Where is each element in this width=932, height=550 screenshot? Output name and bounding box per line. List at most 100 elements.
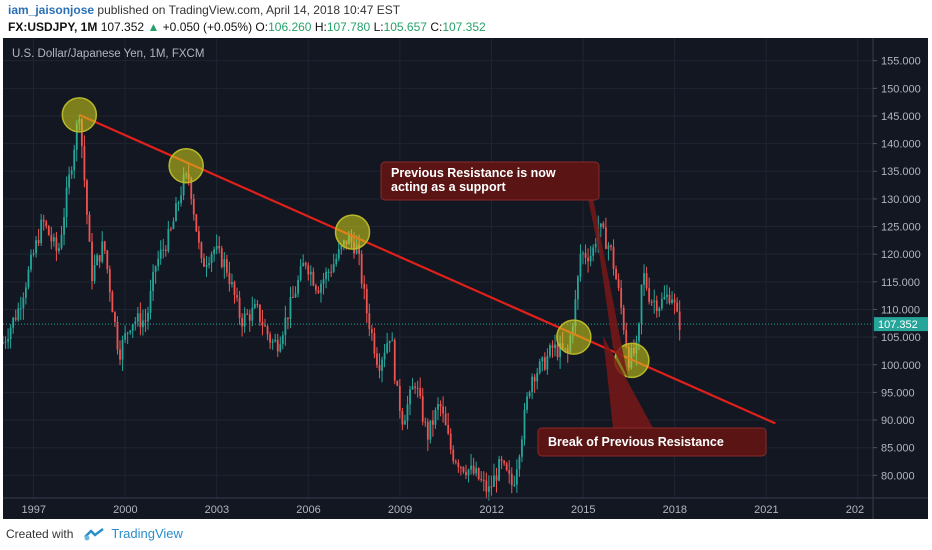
candle-body (655, 300, 658, 312)
candle-body (592, 247, 595, 256)
candle-body (470, 465, 472, 470)
candle-body (429, 420, 432, 440)
candle-body (210, 254, 213, 264)
y-tick-label: 95.000 (881, 387, 915, 399)
candle-body (256, 304, 259, 306)
candle-body (292, 297, 294, 299)
low-label: L: (373, 20, 384, 34)
published-text: published on TradingView.com, April 14, … (97, 3, 401, 17)
y-tick-label: 110.000 (881, 304, 920, 316)
candle-body (65, 187, 68, 218)
y-tick-label: 150.000 (881, 83, 921, 95)
candle-body (660, 298, 663, 309)
candle-body (335, 258, 338, 265)
candle-body (388, 340, 391, 344)
open-label: O: (255, 20, 269, 34)
candle-body (228, 272, 231, 285)
candle-body (337, 249, 340, 259)
candle-body (589, 255, 592, 262)
candle-body (404, 420, 406, 425)
candle-body (584, 253, 587, 258)
candle-body (119, 349, 121, 360)
last-price: 107.352 (100, 20, 145, 34)
candle-body (225, 259, 228, 273)
y-tick-label: 130.000 (881, 194, 921, 206)
candle-body (640, 284, 643, 324)
candle-body (289, 297, 292, 320)
candle-body (276, 339, 279, 352)
candle-body (322, 279, 325, 284)
chart-title: U.S. Dollar/Japanese Yen, 1M, FXCM (12, 48, 204, 60)
x-tick-label: 2018 (663, 504, 687, 516)
candle-body (416, 387, 419, 389)
candle-body (269, 334, 272, 343)
chart-area[interactable]: Previous Resistance is now acting as a s… (2, 38, 928, 519)
candle-body (543, 357, 546, 370)
candle-body (75, 123, 78, 150)
callout-2[interactable]: Break of Previous Resistance (537, 336, 767, 457)
candle-body (671, 299, 673, 304)
price-tag: 107.352 (874, 317, 928, 332)
candle-body (297, 279, 299, 294)
candle-body (383, 352, 386, 360)
candle-body (365, 288, 368, 314)
y-tick-label: 105.000 (881, 332, 921, 344)
candle-body (192, 198, 195, 215)
candle-body (668, 294, 671, 304)
candle-body (70, 170, 73, 175)
candle-body (513, 484, 516, 486)
candle-body (215, 245, 218, 250)
callout-1[interactable]: Previous Resistance is now acting as a s… (380, 161, 628, 378)
candle-body (106, 250, 109, 270)
candle-body (340, 245, 343, 250)
candle-body (287, 317, 289, 320)
candle-body (678, 311, 681, 330)
candle-body (30, 254, 32, 270)
candle-body (169, 228, 172, 230)
candle-body (131, 323, 134, 331)
candle-body (327, 271, 330, 273)
candle-body (279, 344, 282, 352)
candle-body (414, 386, 417, 388)
candle-body (523, 409, 526, 440)
chart-background (3, 38, 928, 519)
candle-body (42, 219, 45, 222)
callout-2-pointer (603, 336, 653, 428)
callout-1-line-2: acting as a support (391, 180, 506, 194)
candle-body (218, 245, 221, 249)
candle-body (421, 396, 424, 422)
candle-body (281, 335, 284, 345)
publish-info: iam_jaisonjose published on TradingView.… (8, 3, 400, 17)
candle-body (63, 217, 65, 235)
highlight-circle[interactable] (334, 214, 371, 250)
candle-body (676, 302, 679, 312)
created-with-text: Created with (6, 526, 74, 541)
candle-body (312, 271, 315, 286)
x-tick-label: 2021 (754, 504, 778, 516)
callout-2-box (537, 427, 767, 457)
candle-body (68, 174, 71, 188)
candle-body (617, 279, 620, 289)
low-value: 105.657 (383, 20, 427, 34)
candle-body (536, 372, 539, 382)
highlight-circle[interactable] (61, 97, 98, 133)
x-tick-label: 2000 (113, 504, 137, 516)
candle-body (22, 297, 25, 309)
candle-body (452, 449, 455, 462)
candle-body (447, 425, 450, 434)
candle-body (24, 287, 27, 298)
candle-body (587, 257, 589, 262)
tradingview-brand[interactable]: TradingView (111, 526, 183, 541)
candle-body (4, 341, 7, 343)
highlight-circle[interactable] (556, 319, 592, 355)
price-chart[interactable]: Previous Resistance is now acting as a s… (2, 38, 928, 519)
highlight-circle[interactable] (168, 147, 204, 184)
candle-body (172, 221, 175, 229)
candle-body (220, 248, 223, 268)
candle-body (233, 282, 236, 296)
candle-body (309, 271, 312, 275)
author-link[interactable]: iam_jaisonjose (8, 3, 95, 17)
change-value: +0.050 (+0.05%) (162, 20, 253, 34)
candle-body (157, 258, 160, 267)
candle-body (129, 330, 132, 333)
